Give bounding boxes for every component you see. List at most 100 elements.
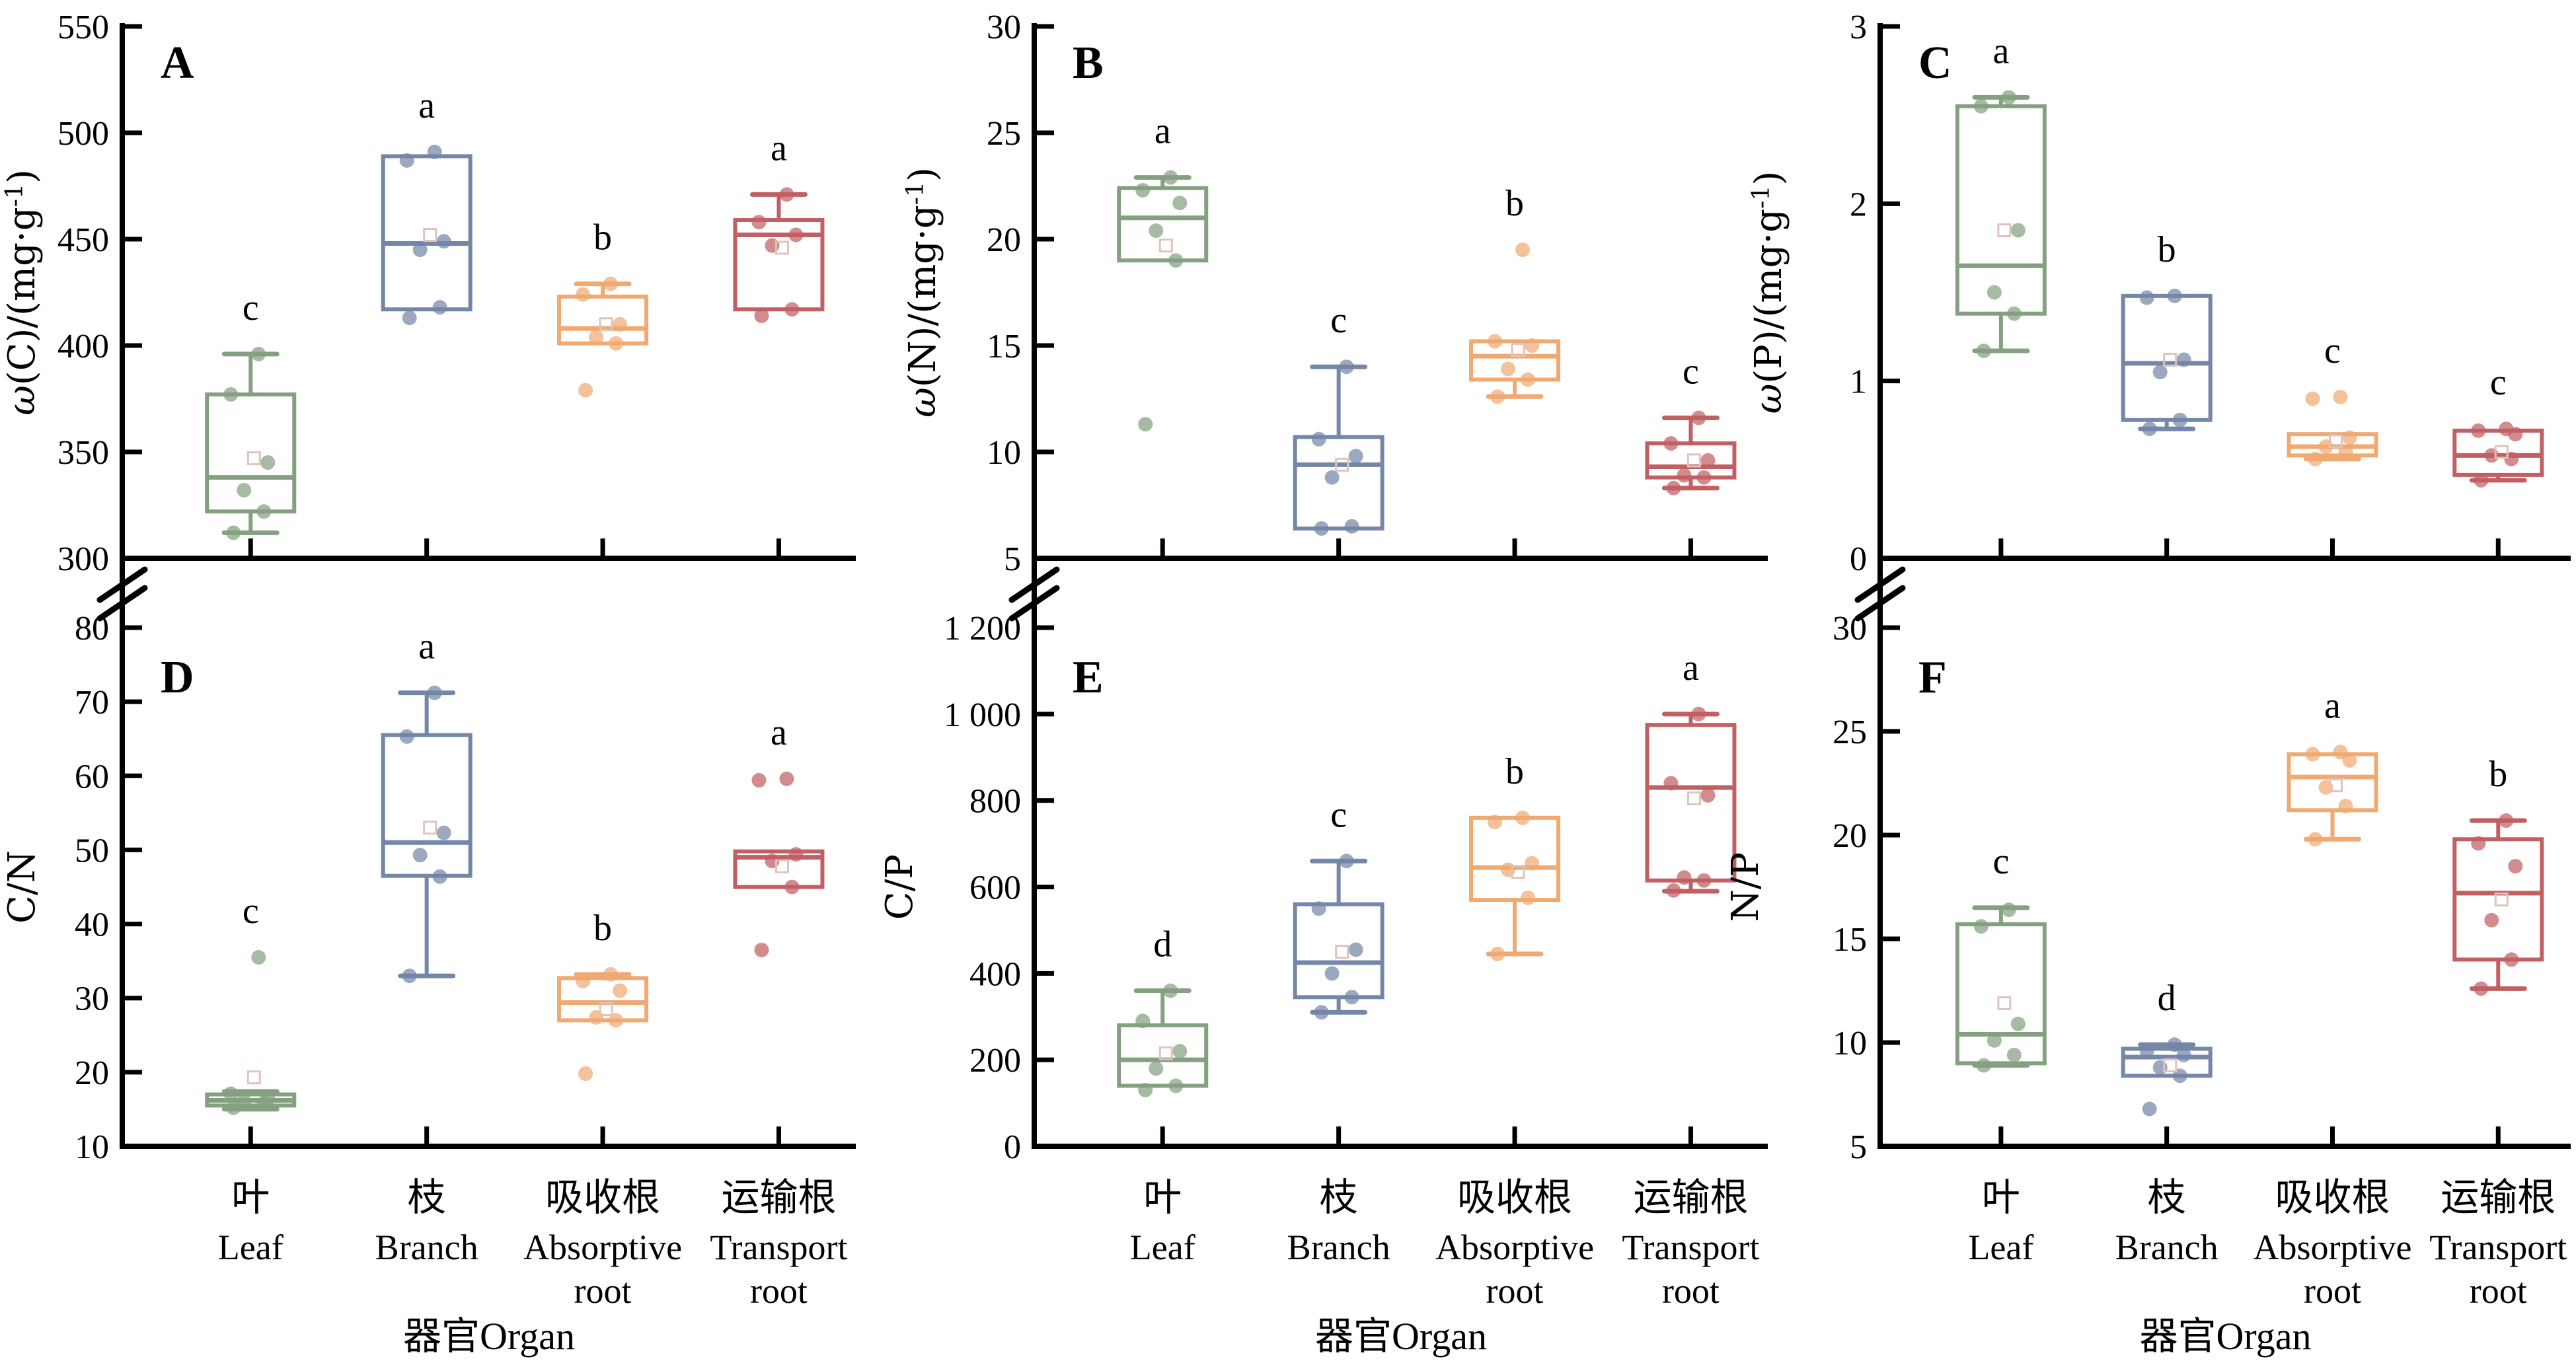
- data-point: [1666, 480, 1681, 496]
- data-point: [432, 300, 447, 315]
- data-point: [784, 302, 800, 317]
- data-point: [578, 383, 593, 398]
- y-tick-label: 2: [1850, 186, 1867, 223]
- data-point: [2308, 451, 2323, 466]
- data-point: [2474, 472, 2489, 488]
- data-point: [578, 1066, 593, 1082]
- data-point: [1696, 873, 1712, 888]
- data-point: [576, 973, 591, 988]
- data-point: [2006, 1047, 2022, 1062]
- panel-c-box-absorptive-root: c: [2287, 330, 2378, 466]
- data-point: [1521, 890, 1536, 905]
- data-point: [1691, 410, 1706, 425]
- significance-letter: b: [2489, 754, 2507, 795]
- x-category-label: 叶 Leaf: [1968, 1176, 2033, 1267]
- data-point: [1987, 1033, 2002, 1048]
- data-point: [1976, 344, 1991, 359]
- significance-letter: a: [418, 626, 435, 667]
- column-2: 叶 Leaf 枝 Branch 吸收根 Absorptive root 运输根 Transpor…: [1008, 23, 1768, 1358]
- data-point: [412, 848, 428, 863]
- y-axis-title: C/P: [878, 854, 921, 920]
- data-point: [1339, 359, 1354, 375]
- data-point: [226, 1100, 241, 1115]
- svg-text:吸收根: 吸收根: [2275, 1176, 2390, 1219]
- data-point: [2176, 1047, 2191, 1062]
- significance-letter: a: [771, 128, 787, 168]
- y-tick-label: 300: [57, 540, 109, 578]
- svg-text:运输根: 运输根: [2441, 1176, 2556, 1219]
- x-category-label: 吸收根 Absorptive root: [1435, 1176, 1594, 1311]
- panel-a-box-transport-root: a: [733, 128, 825, 323]
- panel-b-box-branch: c: [1293, 300, 1384, 536]
- y-tick-label: 1 200: [944, 610, 1021, 647]
- significance-letter: d: [2158, 978, 2176, 1019]
- svg-text:Branch: Branch: [2115, 1228, 2218, 1267]
- data-point: [427, 685, 442, 700]
- data-point: [2484, 912, 2499, 928]
- significance-letter: c: [243, 891, 259, 932]
- data-point: [1525, 338, 1540, 353]
- data-point: [402, 311, 417, 326]
- data-point: [779, 187, 794, 202]
- data-point: [2152, 365, 2168, 380]
- data-point: [1490, 946, 1505, 961]
- panel-d-box-transport-root: a: [733, 712, 825, 957]
- data-point: [1691, 706, 1706, 721]
- data-point: [1987, 285, 2002, 300]
- mean-marker: [775, 240, 789, 255]
- significance-letter: a: [1992, 30, 2009, 71]
- y-tick-label: 500: [57, 115, 109, 153]
- panel-b-box-leaf: a: [1117, 111, 1209, 432]
- svg-text:枝: 枝: [2148, 1176, 2186, 1219]
- mean-marker: [423, 228, 437, 242]
- data-point: [1135, 1013, 1151, 1029]
- data-point: [2001, 90, 2016, 105]
- data-point: [1138, 1082, 1153, 1097]
- significance-letter: c: [243, 287, 259, 328]
- x-category-label: 运输根 Transport root: [710, 1176, 847, 1311]
- data-point: [1344, 990, 1359, 1005]
- data-point: [256, 504, 272, 519]
- significance-letter: c: [1992, 841, 2009, 882]
- y-axis-title: C/N: [1, 850, 44, 924]
- data-point: [432, 869, 447, 884]
- data-point: [1525, 856, 1540, 871]
- data-point: [779, 771, 794, 786]
- y-tick-label: 1 000: [944, 696, 1021, 734]
- data-point: [609, 336, 624, 351]
- panel-letter: E: [1073, 652, 1104, 703]
- data-point: [603, 967, 619, 982]
- data-point: [2010, 223, 2026, 238]
- significance-letter: b: [1505, 183, 1524, 224]
- panel-f-box-branch: d: [2121, 978, 2213, 1117]
- mean-marker: [599, 317, 613, 332]
- svg-text:Transport: Transport: [2429, 1228, 2567, 1267]
- data-point: [1311, 901, 1326, 916]
- data-point: [2152, 1060, 2168, 1075]
- data-point: [2318, 780, 2333, 795]
- data-point: [1663, 436, 1679, 451]
- data-point: [2142, 1101, 2157, 1117]
- data-point: [1324, 470, 1340, 485]
- data-point: [751, 773, 767, 788]
- data-point: [2172, 412, 2187, 427]
- data-point: [237, 482, 252, 497]
- panel-f-box-transport-root: b: [2452, 754, 2544, 996]
- significance-letter: a: [771, 712, 787, 753]
- x-category-label: 枝 Branch: [1287, 1176, 1390, 1267]
- svg-text:root: root: [750, 1271, 808, 1311]
- y-tick-label: 50: [75, 832, 109, 869]
- panel-e-box-absorptive-root: b: [1469, 751, 1561, 961]
- data-point: [1677, 468, 1692, 483]
- data-point: [2006, 306, 2022, 321]
- data-point: [1314, 1005, 1329, 1020]
- column-3: 叶 Leaf 枝 Branch 吸收根 Absorptive root 运输根 Transpor…: [1854, 23, 2571, 1358]
- svg-text:Leaf: Leaf: [218, 1228, 284, 1267]
- data-point: [1348, 449, 1363, 464]
- data-point: [1663, 776, 1679, 791]
- significance-letter: a: [1155, 111, 1171, 152]
- y-tick-label: 30: [75, 980, 109, 1018]
- mean-marker: [1158, 239, 1173, 253]
- mean-marker: [2328, 434, 2343, 449]
- y-tick-label: 60: [75, 758, 109, 795]
